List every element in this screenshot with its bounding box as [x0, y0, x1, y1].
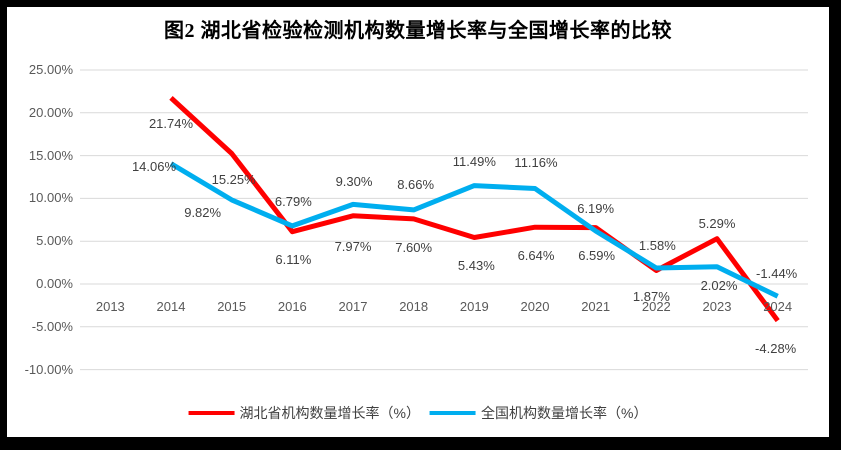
chart-card: 图2 湖北省检验检测机构数量增长率与全国增长率的比较 25.00% 20.00% 1… [7, 7, 829, 437]
y-axis-tick-label: 5.00% [36, 233, 73, 249]
data-label: 6.79% [274, 193, 312, 209]
x-axis-label: 2019 [459, 299, 489, 314]
x-axis-label: 2014 [156, 299, 186, 314]
x-axis-label: 2015 [217, 299, 247, 314]
data-label: 11.49% [452, 153, 496, 169]
y-axis-tick-label: -10.00% [24, 361, 73, 377]
data-label: -1.44% [756, 266, 798, 282]
series-line-hubei [169, 96, 780, 323]
x-axis-label: 2013 [95, 299, 125, 314]
x-axis-label: 2017 [338, 299, 368, 314]
x-axis-label: 2023 [702, 299, 732, 314]
y-axis-tick-label: -5.00% [31, 318, 73, 334]
data-label: 7.60% [395, 239, 433, 255]
legend-item-national: 全国机构数量增长率（%） [430, 403, 647, 423]
data-label: 21.74% [148, 115, 194, 131]
data-label: 8.66% [397, 176, 435, 192]
y-axis-tick-label: 15.00% [28, 147, 73, 163]
y-axis-tick-label: 10.00% [28, 190, 73, 206]
x-axis-label: 2016 [277, 299, 307, 314]
legend-swatch-hubei [188, 411, 235, 415]
data-label: 2.02% [700, 277, 738, 293]
x-axis-label: 2024 [763, 299, 793, 314]
x-axis-label: 2021 [581, 299, 611, 314]
data-label: -4.28% [755, 340, 797, 356]
legend-swatch-national [430, 411, 476, 415]
legend-item-hubei: 湖北省机构数量增长率（%） [188, 403, 420, 423]
plot-area [80, 69, 808, 371]
legend-label-hubei: 湖北省机构数量增长率（%） [239, 405, 420, 421]
x-axis-label: 2020 [520, 299, 550, 314]
x-axis-label: 2022 [641, 299, 671, 314]
data-label: 6.11% [275, 251, 312, 267]
y-axis-tick-label: 25.00% [28, 62, 73, 77]
data-label: 9.30% [335, 174, 373, 190]
data-label: 1.87% [632, 288, 670, 304]
data-label: 14.06% [131, 158, 177, 174]
data-label: 6.64% [517, 248, 555, 264]
y-axis-tick-label: 0.00% [36, 276, 73, 291]
legend-label-national: 全国机构数量增长率（%） [481, 405, 648, 421]
y-axis-tick-label: 20.00% [28, 104, 73, 120]
data-label: 6.59% [578, 247, 616, 263]
data-label: 1.58% [638, 238, 676, 254]
data-label: 6.19% [577, 201, 615, 216]
data-label: 11.16% [514, 155, 558, 171]
data-label: 7.97% [334, 238, 372, 254]
data-label: 15.25% [211, 172, 256, 188]
data-label: 5.43% [457, 257, 495, 273]
legend: 湖北省机构数量增长率（%） 全国机构数量增长率（%） [188, 403, 647, 423]
data-label: 5.29% [698, 215, 736, 231]
series-line-national [169, 161, 779, 299]
x-axis-label: 2018 [399, 299, 429, 314]
chart-title: 图2 湖北省检验检测机构数量增长率与全国增长率的比较 [164, 20, 672, 42]
data-label: 9.82% [184, 204, 222, 220]
